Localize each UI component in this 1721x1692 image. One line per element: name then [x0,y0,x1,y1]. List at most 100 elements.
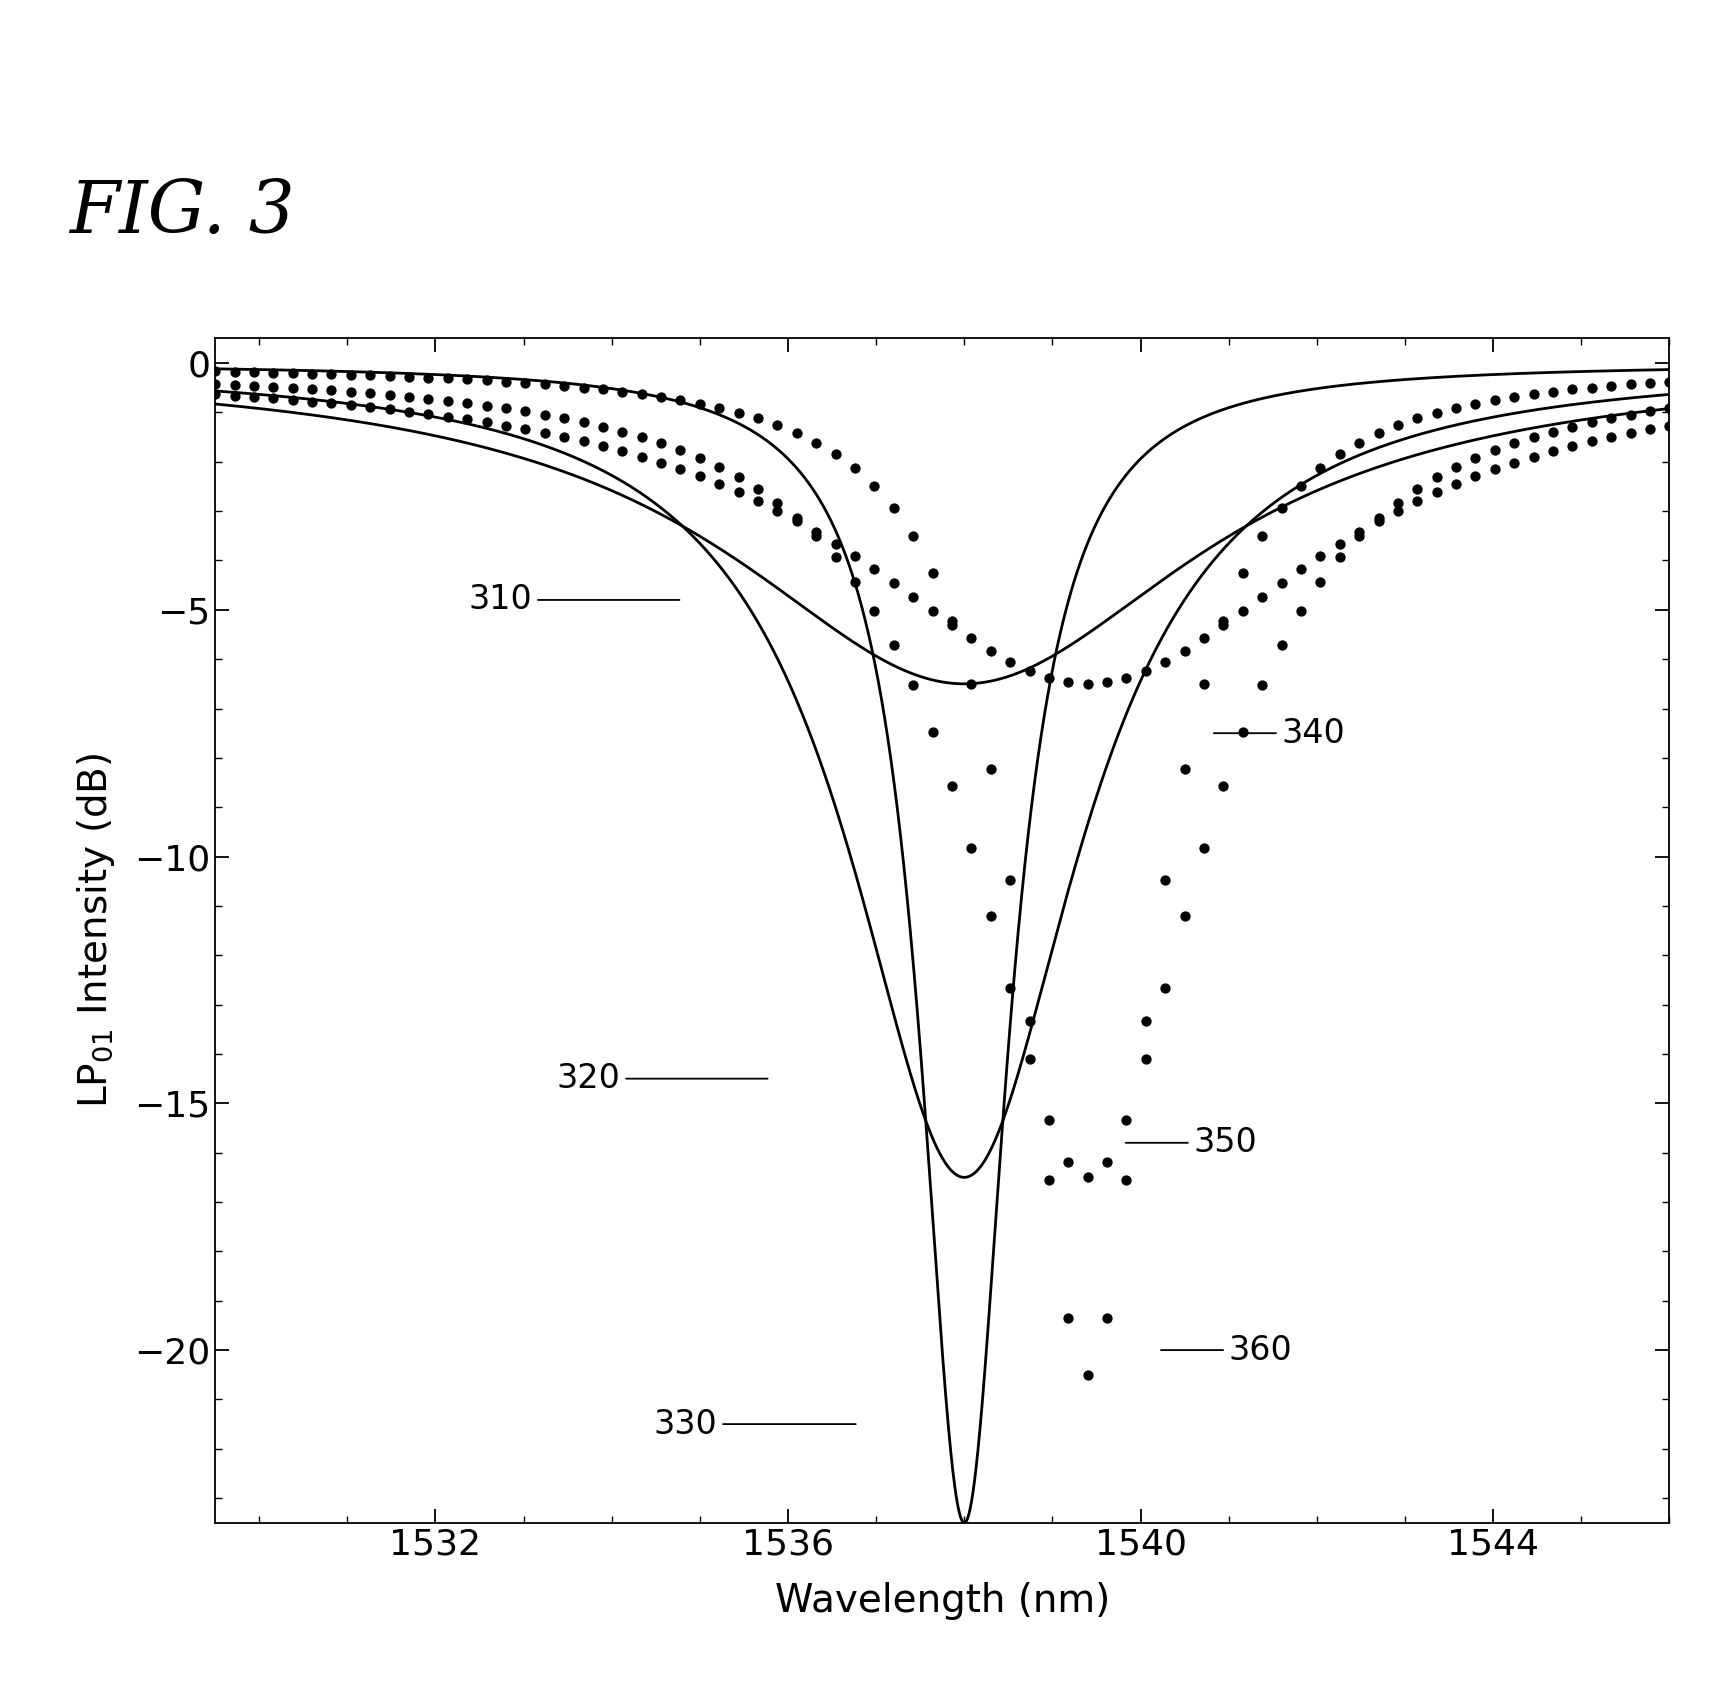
Point [1210,772,1237,799]
Point [1482,437,1509,464]
Point [453,389,480,416]
Point [687,391,714,418]
Point [1015,658,1043,685]
Point [318,389,346,416]
Point [687,464,714,491]
Point [996,648,1024,675]
Point [1442,453,1470,481]
Point [706,453,733,481]
Point [298,387,325,415]
Point [1384,497,1411,525]
Text: FIG. 3: FIG. 3 [69,178,294,249]
Point [375,362,403,389]
Point [1074,1360,1101,1387]
Point [551,404,578,431]
Point [1170,755,1198,782]
Point [743,404,771,431]
Point [1501,384,1528,411]
Point [978,902,1005,929]
Point [860,472,888,499]
Point [666,386,694,413]
Point [628,443,656,470]
Point [279,386,306,413]
Point [473,367,501,394]
Point [551,423,578,450]
Point [802,430,830,457]
Point [1346,523,1373,550]
Point [473,409,501,437]
Point [764,411,792,438]
Point [802,523,830,550]
Point [1656,367,1683,394]
Point [1268,494,1296,521]
Point [783,508,811,535]
Point [453,365,480,393]
Point [220,371,248,398]
Point [318,377,346,404]
Point [375,396,403,423]
Point [532,401,559,428]
Point [1423,399,1451,426]
Point [260,359,287,386]
Point [589,433,616,460]
Point [279,374,306,401]
Point [1637,369,1664,396]
Point [415,401,442,428]
Point [1132,1007,1160,1034]
Point [628,381,656,408]
Point [1616,401,1644,428]
Point [647,450,675,477]
Y-axis label: LP$_{01}$ Intensity (dB): LP$_{01}$ Intensity (dB) [76,753,117,1108]
Point [1501,450,1528,477]
Point [1559,376,1587,403]
Text: 320: 320 [556,1063,768,1095]
Point [356,394,384,421]
Point [1559,413,1587,440]
Point [1442,394,1470,421]
Point [1461,391,1489,418]
Point [1151,866,1179,893]
Point [375,381,403,408]
Point [356,379,384,406]
Point [1539,438,1566,465]
Point [938,611,965,638]
Point [298,376,325,403]
Point [609,438,637,465]
Point [1365,508,1392,535]
Point [356,362,384,389]
Point [1287,597,1315,624]
Point [900,584,928,611]
Point [900,523,928,550]
Point [396,398,423,425]
Point [279,359,306,386]
Point [570,409,597,437]
Point [647,384,675,411]
Point [1578,409,1606,437]
Point [298,360,325,387]
Point [1597,404,1625,431]
Point [318,360,346,387]
Point [511,398,539,425]
Point [725,464,752,491]
Point [1482,386,1509,413]
Point [957,624,984,651]
Point [220,382,248,409]
Point [1539,418,1566,445]
Point [802,518,830,545]
Point [1637,416,1664,443]
Point [1501,430,1528,457]
Point [978,755,1005,782]
Point [453,406,480,433]
Point [938,607,965,634]
Point [492,367,520,394]
Point [860,557,888,584]
Point [1520,443,1547,470]
Point [919,560,947,587]
Point [434,365,461,393]
Point [743,487,771,514]
Point [1248,584,1275,611]
Point [860,597,888,624]
Point [1578,374,1606,401]
Point [1616,371,1644,398]
Point [764,489,792,516]
